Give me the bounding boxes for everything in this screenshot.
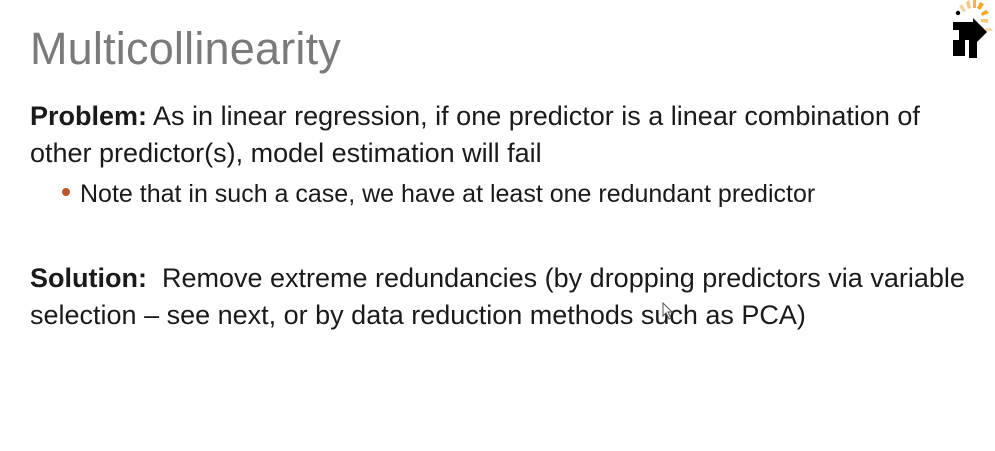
logo-arrow xyxy=(953,18,987,56)
problem-paragraph: Problem: As in linear regression, if one… xyxy=(30,98,980,172)
problem-label: Problem: xyxy=(30,101,148,131)
solution-text: Remove extreme redundancies (by dropping… xyxy=(30,263,973,330)
problem-text: As in linear regression, if one predicto… xyxy=(30,101,920,168)
logo-rays xyxy=(959,0,993,31)
solution-paragraph: Solution: Remove extreme redundancies (b… xyxy=(30,260,980,334)
starburst-arrow-logo-icon xyxy=(953,0,993,58)
bullet-dot-icon xyxy=(62,188,70,197)
mouse-pointer-icon xyxy=(662,302,674,320)
slide-title: Multicollinearity xyxy=(30,23,341,74)
note-bullet-item: Note that in such a case, we have at lea… xyxy=(62,177,815,211)
note-text: Note that in such a case, we have at lea… xyxy=(80,180,816,208)
logo-dot xyxy=(955,10,961,16)
logo-arrow-stem xyxy=(969,40,977,58)
solution-label: Solution: xyxy=(30,263,147,293)
